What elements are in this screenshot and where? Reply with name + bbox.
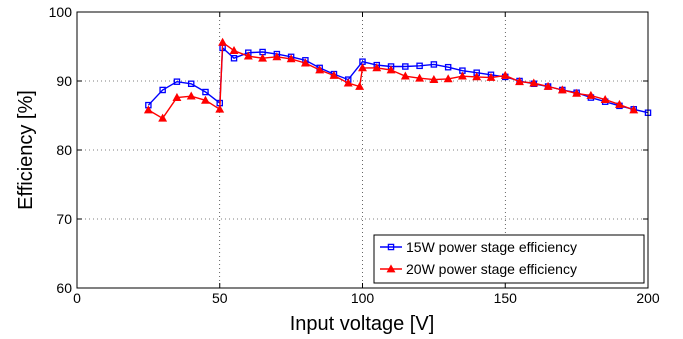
data-point — [172, 92, 182, 101]
data-point — [443, 74, 453, 83]
y-axis-label: Efficiency [%] — [15, 90, 37, 210]
data-point — [515, 77, 524, 86]
data-point — [343, 78, 353, 87]
series-2 — [143, 37, 639, 122]
data-point — [230, 54, 238, 62]
data-point — [358, 63, 367, 72]
series-layer — [143, 37, 652, 122]
data-point — [486, 72, 496, 81]
data-point — [158, 113, 168, 122]
data-point — [457, 71, 467, 80]
data-point — [143, 105, 153, 114]
data-point — [386, 65, 396, 74]
y-tick-label: 80 — [56, 142, 72, 158]
data-point — [600, 95, 610, 104]
data-point — [201, 95, 210, 104]
y-tick-label: 70 — [56, 211, 72, 227]
legend-label: 20W power stage efficiency — [406, 261, 577, 277]
data-point — [529, 78, 539, 87]
data-point — [258, 53, 268, 62]
data-point — [218, 37, 228, 46]
legend-items: 15W power stage efficiency 20W power stag… — [380, 239, 577, 277]
x-tick-label: 150 — [494, 290, 518, 306]
data-point — [329, 70, 339, 79]
legend-label: 15W power stage efficiency — [406, 239, 577, 255]
data-point — [372, 63, 382, 72]
x-tick-label: 50 — [212, 290, 228, 306]
data-point — [430, 61, 438, 68]
data-point — [202, 88, 209, 96]
data-point — [159, 86, 166, 94]
data-point — [402, 63, 409, 70]
data-point — [416, 62, 423, 70]
data-point — [444, 63, 452, 71]
data-point — [355, 81, 365, 90]
legend-box — [373, 234, 645, 284]
data-point — [400, 71, 410, 80]
y-tick-label: 60 — [56, 280, 72, 296]
data-point — [572, 88, 582, 97]
data-point — [557, 85, 567, 94]
data-point — [286, 54, 296, 63]
data-point — [472, 72, 482, 81]
data-point — [629, 105, 639, 114]
legend-marker — [387, 243, 395, 251]
data-point — [615, 99, 624, 108]
data-point — [315, 65, 325, 74]
data-point — [500, 70, 510, 79]
data-point — [173, 78, 181, 85]
data-point — [429, 74, 439, 83]
data-point — [229, 46, 239, 55]
data-point — [243, 51, 253, 60]
x-tick-label: 200 — [636, 290, 660, 306]
data-point — [215, 104, 225, 113]
y-tick-label: 90 — [56, 73, 72, 89]
legend-entry: 20W power stage efficiency — [380, 261, 577, 277]
x-axis-label: Input voltage [V] — [290, 313, 435, 335]
x-tick-label: 100 — [351, 290, 375, 306]
data-point — [272, 52, 282, 61]
plot-frame — [76, 11, 649, 289]
y-tick-label: 100 — [49, 4, 73, 20]
x-tick-label: 0 — [73, 290, 81, 306]
data-point — [543, 81, 553, 90]
legend-entry: 15W power stage efficiency — [380, 239, 577, 255]
legend-marker — [386, 264, 396, 273]
legend: 15W power stage efficiency 20W power stag… — [373, 234, 645, 284]
y-axis-ticks: 60 70 80 90 100 — [49, 4, 648, 296]
data-point — [187, 80, 195, 88]
data-point — [586, 90, 596, 99]
data-point — [300, 58, 310, 67]
data-point — [186, 91, 196, 100]
data-point — [415, 73, 425, 82]
